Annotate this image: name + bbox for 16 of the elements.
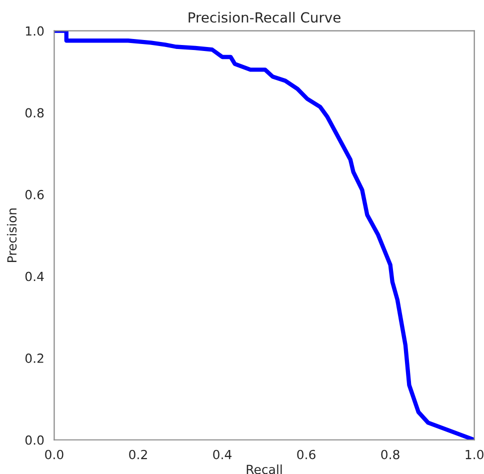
x-tick-label: 0.8 [381, 450, 400, 460]
y-axis-title: Precision [6, 208, 17, 262]
x-tick-label: 0.2 [129, 450, 147, 460]
x-axis-title: Recall [246, 464, 282, 474]
y-tick-label: 0.8 [25, 108, 44, 118]
line-series [54, 30, 474, 440]
y-tick-label: 0.0 [25, 435, 44, 445]
y-tick-label: 0.4 [25, 272, 44, 282]
y-tick-label: 0.6 [25, 190, 44, 200]
x-tick-label: 0.0 [45, 450, 64, 460]
chart-title: Precision-Recall Curve [188, 12, 340, 23]
x-tick-label: 0.6 [297, 450, 316, 460]
x-tick-label: 1.0 [466, 450, 484, 460]
y-tick-label: 1.0 [26, 26, 44, 36]
y-tick-label: 0.2 [25, 354, 44, 363]
x-tick-label: 0.4 [213, 450, 232, 460]
